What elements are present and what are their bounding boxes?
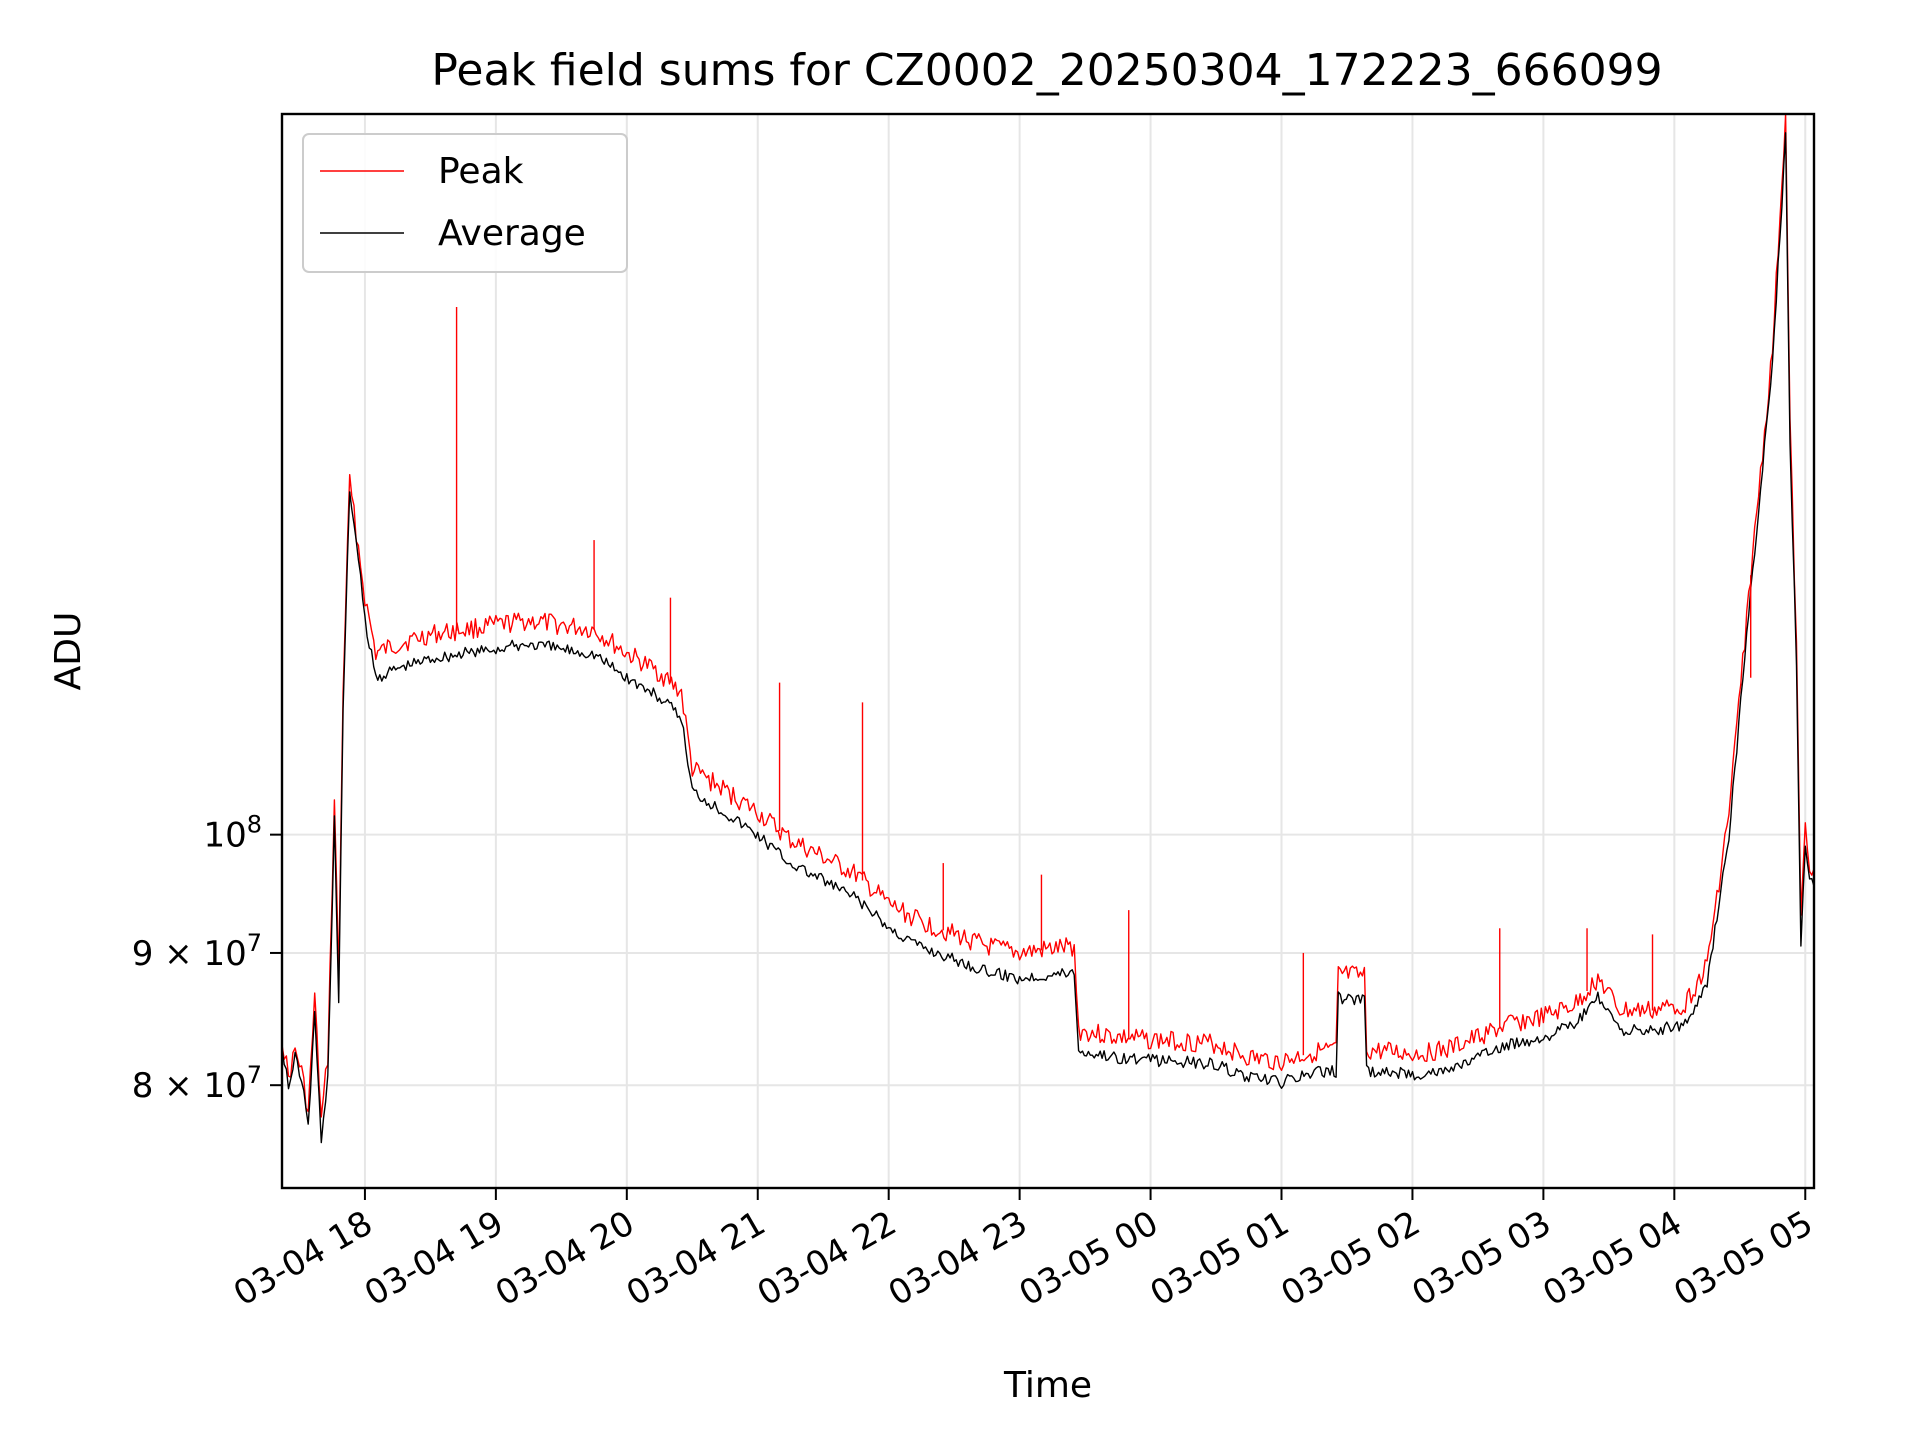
series-lines [281,113,1815,1144]
series-line-peak [281,113,1815,1118]
y-tick-label: 9 × 107 [132,929,262,974]
y-axis-label: ADU [48,612,89,691]
y-tick-label: 8 × 107 [132,1061,262,1106]
legend-label-average: Average [438,213,586,254]
peak-spikes [455,306,1752,1056]
chart-title: Peak field sums for CZ0002_20250304_1722… [431,45,1662,96]
legend: Peak Average [302,133,628,273]
plot-frame [280,112,1816,1190]
legend-label-peak: Peak [438,151,524,192]
series-line-average [281,132,1815,1144]
x-axis-label: Time [1003,1365,1092,1406]
legend-box [302,133,628,273]
